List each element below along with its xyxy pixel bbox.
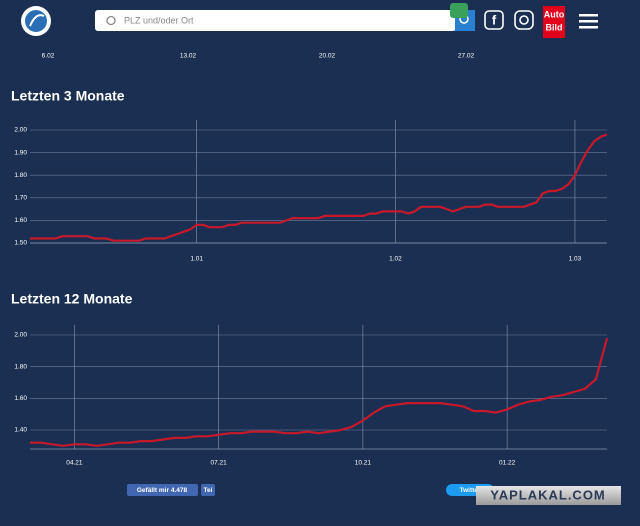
menu-bar — [579, 14, 598, 17]
brand-line: Bild — [546, 22, 563, 32]
menu-bar — [579, 20, 598, 23]
tweet-label: Twittern — [460, 487, 485, 494]
search-box[interactable] — [95, 10, 456, 31]
price-line — [30, 133, 608, 242]
facebook-f: f — [492, 12, 497, 27]
top-axis-label: 6.02 — [42, 53, 55, 60]
x-tick-label: 1.01 — [190, 256, 203, 263]
top-axis-label: 27.02 — [458, 53, 475, 60]
brand-logo[interactable] — [543, 6, 565, 38]
instagram-lens — [519, 15, 529, 25]
search-placeholder: PLZ und/oder Ort — [124, 15, 194, 25]
watermark: YAPLAKAL.COM — [490, 487, 606, 502]
y-tick-label: 1.80 — [14, 172, 27, 179]
x-tick-label: 10.21 — [355, 460, 372, 467]
location-icon — [106, 15, 116, 26]
price-line — [30, 337, 609, 447]
watermark-box — [476, 486, 621, 505]
y-tick-label: 1.60 — [14, 217, 27, 224]
instagram-icon[interactable] — [514, 10, 534, 30]
x-tick-label: 1.03 — [569, 256, 582, 263]
like-label: Gefällt mir 4.478 — [137, 487, 188, 494]
y-tick-label: 1.90 — [14, 149, 27, 156]
share-button[interactable] — [201, 484, 215, 496]
top-axis-label: 20.02 — [319, 53, 336, 60]
logo-inner — [25, 10, 47, 32]
menu-bar — [579, 26, 598, 29]
x-tick-label: 01.22 — [499, 460, 516, 467]
x-tick-label: 04.21 — [66, 460, 83, 467]
x-tick-label: 1.02 — [389, 256, 402, 263]
y-tick-label: 1.40 — [14, 427, 27, 434]
logo-mark — [29, 14, 45, 27]
menu-icon[interactable] — [579, 14, 598, 29]
y-tick-label: 1.60 — [14, 395, 27, 402]
x-tick-label: 07.21 — [210, 460, 227, 467]
brand-line: Auto — [544, 9, 565, 19]
y-tick-label: 1.70 — [14, 195, 27, 202]
chart-title: Letzten 3 Monate — [11, 88, 125, 104]
facebook-icon[interactable] — [484, 10, 504, 30]
share-label: Tei — [204, 487, 213, 494]
y-tick-label: 2.00 — [14, 332, 27, 339]
like-button[interactable] — [127, 484, 198, 496]
y-tick-label: 1.80 — [14, 363, 27, 370]
y-tick-label: 2.00 — [14, 127, 27, 134]
top-axis-label: 13.02 — [180, 53, 197, 60]
assistant-icon[interactable] — [450, 3, 468, 18]
y-tick-label: 1.50 — [14, 240, 27, 247]
chart-title: Letzten 12 Monate — [11, 291, 133, 307]
